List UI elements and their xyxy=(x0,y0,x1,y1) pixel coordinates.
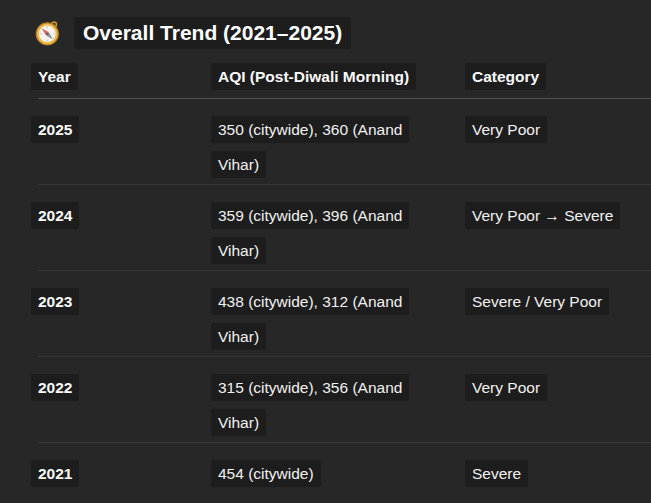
column-header-aqi-label: AQI (Post-Diwali Morning) xyxy=(211,63,416,90)
category-cell: Very Poor xyxy=(465,374,547,401)
column-header-aqi: AQI (Post-Diwali Morning) xyxy=(218,60,472,99)
page: Overall Trend (2021–2025) Year AQI (Post… xyxy=(0,0,651,503)
aqi-cell: 315 (citywide), 356 (Anand Vihar) xyxy=(211,374,409,436)
table-row: 2021 454 (citywide) Severe xyxy=(38,443,651,492)
aqi-cell: 359 (citywide), 396 (Anand Vihar) xyxy=(211,202,409,264)
aqi-cell: 350 (citywide), 360 (Anand Vihar) xyxy=(211,116,409,178)
column-header-category: Category xyxy=(472,60,651,99)
category-cell: Very Poor → Severe xyxy=(465,202,620,229)
header-row: Year AQI (Post-Diwali Morning) Category xyxy=(38,60,651,99)
column-header-year: Year xyxy=(38,60,218,99)
page-title: Overall Trend (2021–2025) xyxy=(74,17,351,49)
category-cell: Severe / Very Poor xyxy=(465,288,609,315)
column-header-category-label: Category xyxy=(465,63,546,90)
table-row: 2023 438 (citywide), 312 (Anand Vihar) S… xyxy=(38,271,651,357)
title-row: Overall Trend (2021–2025) xyxy=(0,0,651,50)
year-cell: 2022 xyxy=(31,374,79,401)
compass-emoji-icon xyxy=(34,19,62,47)
trend-table: Year AQI (Post-Diwali Morning) Category … xyxy=(38,60,651,491)
aqi-cell: 454 (citywide) xyxy=(211,460,321,487)
column-header-year-label: Year xyxy=(31,63,78,90)
year-cell: 2024 xyxy=(31,202,79,229)
year-cell: 2025 xyxy=(31,116,79,143)
table-row: 2022 315 (citywide), 356 (Anand Vihar) V… xyxy=(38,357,651,443)
category-cell: Severe xyxy=(465,460,528,487)
category-cell: Very Poor xyxy=(465,116,547,143)
year-cell: 2023 xyxy=(31,288,79,315)
table-row: 2025 350 (citywide), 360 (Anand Vihar) V… xyxy=(38,99,651,185)
year-cell: 2021 xyxy=(31,460,79,487)
table-row: 2024 359 (citywide), 396 (Anand Vihar) V… xyxy=(38,185,651,271)
aqi-cell: 438 (citywide), 312 (Anand Vihar) xyxy=(211,288,409,350)
